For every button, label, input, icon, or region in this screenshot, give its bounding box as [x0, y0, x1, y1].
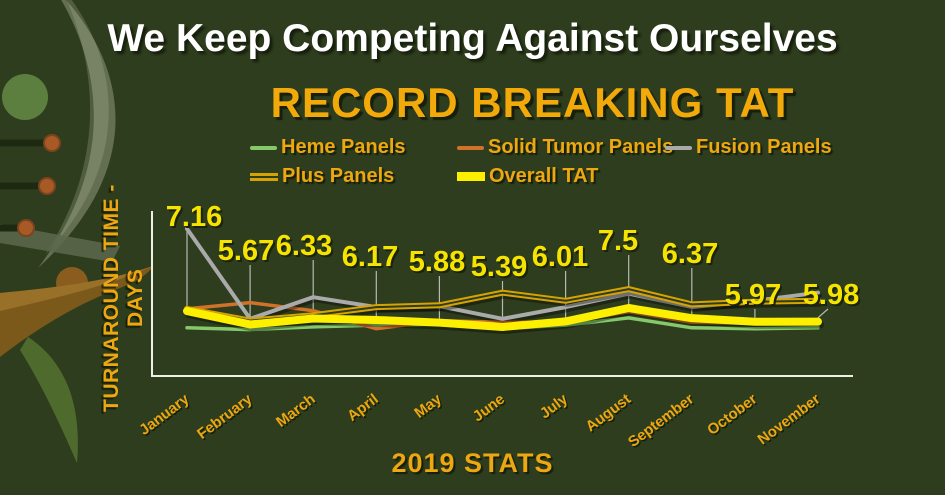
main-title: We Keep Competing Against Ourselves [107, 17, 838, 60]
legend-label: Heme Panels [281, 136, 406, 158]
series-line-overall-tat [183, 304, 822, 331]
label-shadow: 6.01 [534, 243, 590, 275]
legend-item-overall-tat: Overall TAT [457, 165, 598, 188]
label-shadow: 6.33 [278, 232, 334, 264]
x-tick-label: September [625, 391, 697, 451]
crescent-curve [38, 0, 116, 268]
legend-label: Fusion Panels [696, 136, 832, 158]
data-point-label: 5.88 [409, 246, 465, 278]
legend-item-solid-tumor-panels: Solid Tumor Panels [457, 136, 673, 159]
series-shadow [187, 229, 822, 324]
chart-title: RECORD BREAKING TAT [270, 79, 795, 126]
data-point-label: 7.5 [598, 225, 638, 257]
x-tick-label: August [583, 391, 634, 436]
label-shadow: 5.67 [220, 237, 276, 269]
data-point-label: 6.01 [532, 241, 588, 273]
brown-swoosh-highlight [0, 266, 153, 311]
label-shadow: 7.5 [600, 227, 640, 259]
data-point-label: 5.98 [803, 279, 859, 311]
legend-item-fusion-panels: Fusion Panels [665, 136, 832, 159]
plus-double-line-swatch-icon [250, 172, 278, 181]
data-point-label: 7.16 [166, 201, 222, 233]
x-tick-label: November [755, 391, 824, 449]
x-tick-label: October [704, 391, 760, 439]
data-point-label: 6.17 [342, 241, 398, 273]
label-shadow: 5.39 [473, 253, 529, 285]
legend-label: Solid Tumor Panels [488, 136, 674, 158]
legend-label: Overall TAT [489, 165, 599, 187]
brown-swoosh [0, 266, 153, 357]
legend-label: Plus Panels [282, 165, 395, 187]
legend-item-plus-panels: Plus Panels [250, 165, 394, 188]
label-leader-line [817, 308, 829, 319]
green-leaf [20, 337, 78, 463]
data-point-label: 5.97 [725, 279, 781, 311]
crescent-highlight [45, 0, 109, 255]
heme-line-swatch-icon [250, 145, 277, 150]
label-shadow: 7.16 [168, 203, 224, 235]
fusion-line-swatch-icon [665, 145, 692, 150]
label-shadow: 5.97 [727, 281, 783, 313]
x-tick-label: February [194, 390, 256, 443]
x-axis-label-2019-stats: 2019 STATS [391, 448, 554, 478]
data-point-label: 6.33 [276, 230, 332, 262]
legend-item-heme-panels: Heme Panels [250, 136, 406, 159]
solid-tumor-line-swatch-icon [457, 145, 484, 150]
x-tick-label: January [136, 390, 193, 439]
label-shadow: 5.98 [805, 281, 861, 313]
data-point-label: 5.67 [218, 235, 274, 267]
label-shadow: 6.37 [664, 240, 720, 272]
dna-node-dots [17, 134, 61, 237]
label-shadow: 5.88 [411, 248, 467, 280]
data-point-label: 6.37 [662, 238, 718, 270]
overall-tat-swatch-icon [457, 172, 485, 181]
data-point-label: 5.39 [471, 251, 527, 283]
dna-rungs [0, 139, 46, 232]
label-shadow: 6.17 [344, 243, 400, 275]
green-node [2, 74, 48, 120]
